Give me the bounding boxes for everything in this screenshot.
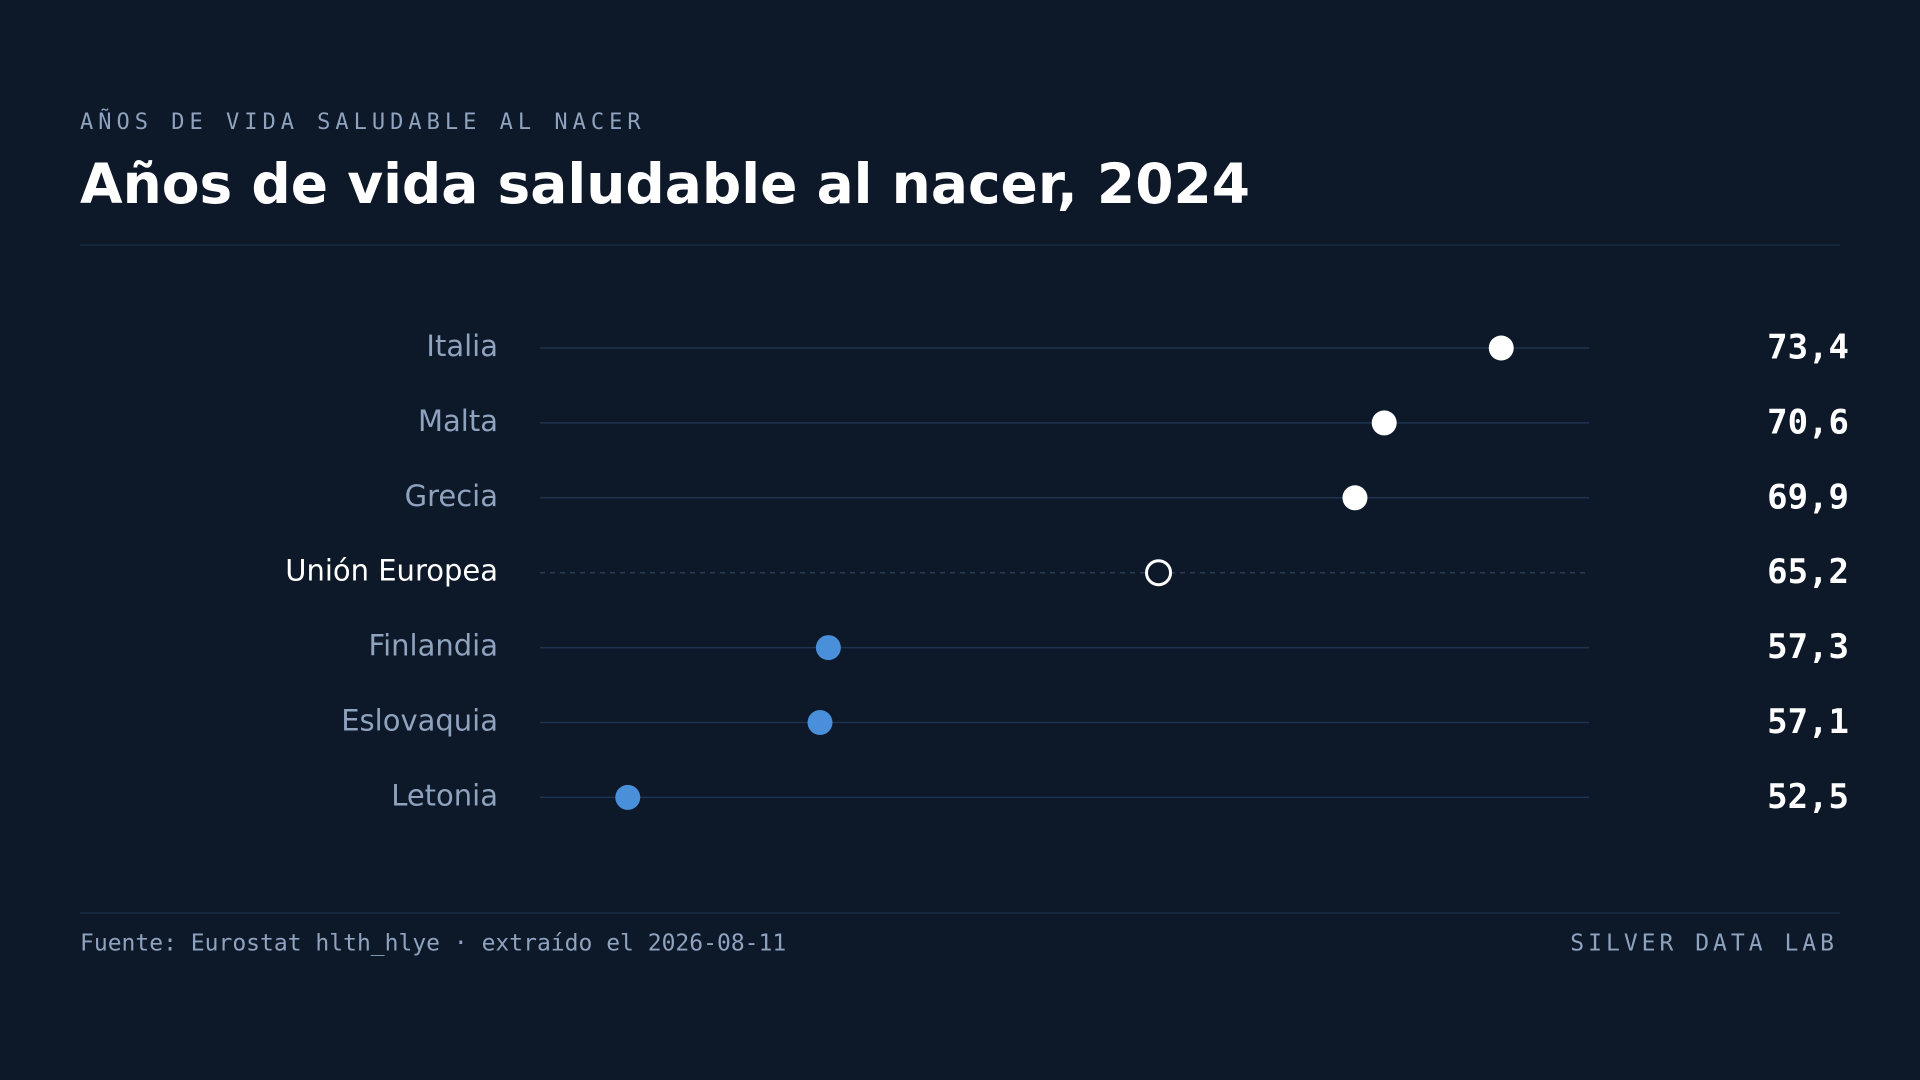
category-label: Finlandia [369, 629, 498, 663]
value-label: 69,9 [1767, 477, 1849, 517]
chart-title: Años de vida saludable al nacer, 2024 [80, 152, 1250, 216]
dot [1145, 559, 1173, 587]
category-label: Unión Europea [285, 554, 498, 588]
source: Fuente: Eurostat hlth_hlye · extraído el… [80, 931, 786, 957]
dot [1488, 335, 1514, 361]
value-label: 73,4 [1767, 328, 1849, 368]
value-label: 52,5 [1767, 777, 1849, 817]
category-label: Italia [426, 329, 498, 363]
dot [1342, 485, 1368, 511]
category-label: Malta [418, 404, 498, 438]
value-label: 70,6 [1767, 402, 1849, 442]
dot [815, 635, 841, 661]
category-label: Letonia [391, 778, 498, 812]
plot: Italia 73,4 Malta 70,6 Grecia 69,9 Unión Europ… [285, 328, 1849, 817]
dot [615, 784, 641, 810]
category-label: Eslovaquia [341, 704, 498, 738]
value-label: 65,2 [1767, 552, 1849, 592]
dot [1371, 410, 1397, 436]
value-label: 57,3 [1767, 627, 1849, 667]
kicker: AÑOS DE VIDA SALUDABLE AL NACER [80, 108, 646, 135]
category-label: Grecia [405, 479, 498, 513]
value-label: 57,1 [1767, 702, 1849, 742]
brand: SILVER DATA LAB [1570, 931, 1838, 957]
dot [807, 710, 833, 735]
